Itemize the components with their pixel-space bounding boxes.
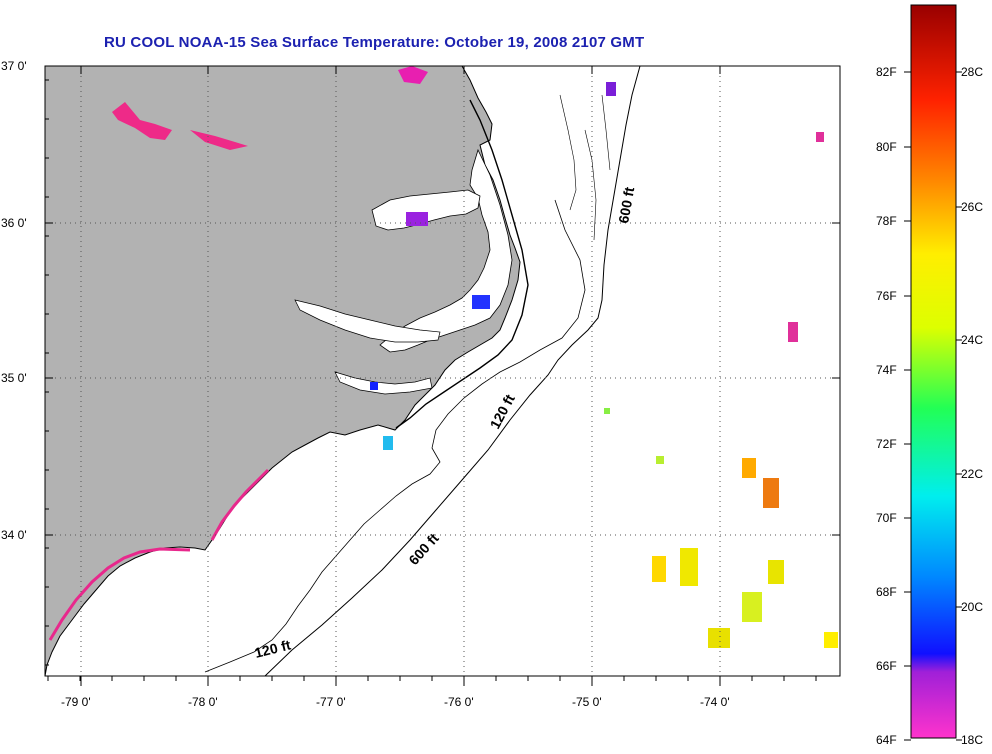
nearshore-warm-band	[48, 468, 270, 641]
lon-tick-label: -78 0'	[188, 695, 218, 709]
map-frame	[44, 65, 841, 677]
pamlico-river	[294, 299, 441, 343]
lat-tick-label: 34 0'	[1, 528, 27, 542]
fahrenheit-tick-label: 72F	[876, 437, 897, 451]
outer-banks-coastline	[395, 99, 529, 429]
sst-patches	[112, 66, 838, 648]
fahrenheit-tick-label: 68F	[876, 585, 897, 599]
fahrenheit-tick-label: 76F	[876, 289, 897, 303]
colorbar-ticks: 82F 80F 78F 76F 74F 72F 70F 68F 66F 64F 28C 26C 24C 2…	[876, 65, 983, 747]
colorbar	[910, 4, 957, 739]
albemarle-sound	[371, 189, 481, 231]
lat-tick-label: 37 0'	[1, 59, 27, 73]
celsius-tick-label: 28C	[961, 65, 983, 79]
lon-tick-label: -74 0'	[700, 695, 730, 709]
lon-tick-label: -77 0'	[316, 695, 346, 709]
lon-tick-label: -76 0'	[444, 695, 474, 709]
isobath-600ft	[264, 66, 641, 676]
isobath-label: 600 ft	[615, 185, 637, 224]
map-ticks: 37 0' 36 0' 35 0' 34 0' -79 0' -78 0' -77 0' -7…	[1, 59, 840, 709]
celsius-tick-label: 26C	[961, 200, 983, 214]
celsius-tick-label: 24C	[961, 333, 983, 347]
shelf-texture	[559, 94, 611, 241]
map-gridlines	[45, 66, 840, 676]
fahrenheit-tick-label: 66F	[876, 659, 897, 673]
fahrenheit-tick-label: 74F	[876, 363, 897, 377]
lon-tick-label: -75 0'	[572, 695, 602, 709]
fahrenheit-tick-label: 70F	[876, 511, 897, 525]
celsius-tick-label: 20C	[961, 600, 983, 614]
fahrenheit-tick-label: 64F	[876, 733, 897, 747]
neuse-river	[334, 371, 433, 395]
fahrenheit-tick-label: 78F	[876, 214, 897, 228]
celsius-tick-label: 18C	[961, 733, 983, 747]
chart-title: RU COOL NOAA-15 Sea Surface Temperature:…	[104, 34, 645, 51]
fahrenheit-tick-label: 82F	[876, 65, 897, 79]
lat-tick-label: 36 0'	[1, 216, 27, 230]
lon-tick-label: -79 0'	[61, 695, 91, 709]
isobath-120ft	[204, 199, 586, 673]
lat-tick-label: 35 0'	[1, 371, 27, 385]
fahrenheit-tick-label: 80F	[876, 140, 897, 154]
celsius-tick-label: 22C	[961, 467, 983, 481]
